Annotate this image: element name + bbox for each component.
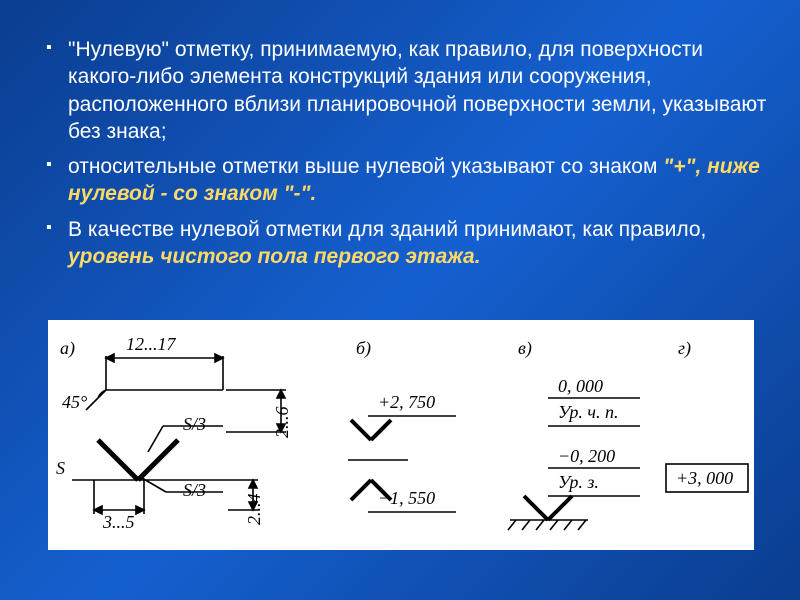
text-block: "Нулевую" отметку, принимаемую, как прав… xyxy=(0,0,800,270)
bullet-1: "Нулевую" отметку, принимаемую, как прав… xyxy=(50,36,770,145)
diagram: а) б) в) г) 12...17 45° S S/3 S/3 3...5 … xyxy=(48,320,754,550)
bullet-3: В качестве нулевой отметки для зданий пр… xyxy=(50,216,770,271)
bullet-2: относительные отметки выше нулевой указы… xyxy=(50,153,770,208)
diagram-container: а) б) в) г) 12...17 45° S S/3 S/3 3...5 … xyxy=(48,320,754,550)
bullet-list: "Нулевую" отметку, принимаемую, как прав… xyxy=(50,36,770,270)
diagram-svg xyxy=(48,320,754,550)
